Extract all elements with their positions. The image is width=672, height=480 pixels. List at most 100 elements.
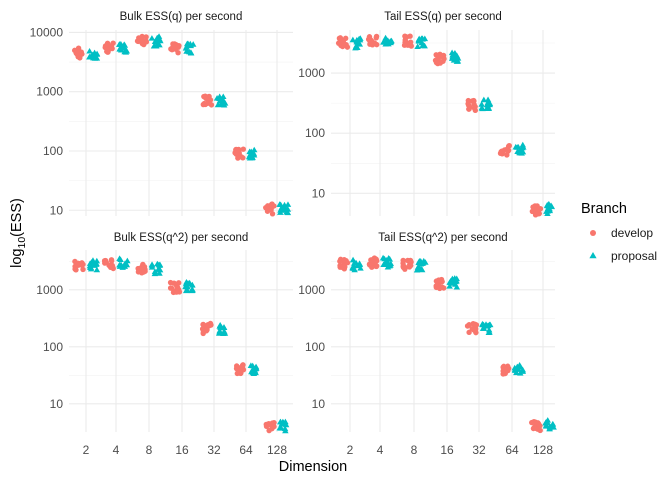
data-point-proposal: [419, 35, 426, 41]
data-point-proposal: [484, 96, 492, 103]
x-tick-label: 128: [267, 443, 287, 457]
data-point-develop: [200, 101, 206, 108]
data-point-proposal: [519, 368, 527, 374]
data-point-proposal: [282, 418, 289, 425]
data-point-proposal: [349, 256, 357, 263]
data-point-develop: [207, 97, 214, 103]
data-point-develop: [535, 421, 542, 427]
y-tick-label: 1000: [298, 283, 325, 297]
data-point-develop: [504, 367, 510, 373]
data-point-proposal: [249, 368, 256, 375]
data-point-develop: [335, 40, 342, 46]
data-point-proposal: [451, 53, 458, 60]
data-point-proposal: [148, 35, 156, 41]
data-point-proposal: [357, 264, 364, 271]
x-tick-label: 8: [411, 443, 418, 457]
data-point-proposal: [184, 287, 191, 293]
data-point-develop: [200, 328, 207, 335]
data-point-proposal: [148, 261, 156, 267]
data-point-develop: [499, 148, 505, 154]
data-point-develop: [102, 44, 108, 51]
data-point-proposal: [514, 144, 521, 150]
data-point-develop: [433, 278, 440, 284]
panel-title: Bulk ESS(q^2) per second: [114, 232, 249, 244]
data-point-develop: [175, 284, 181, 291]
legend-key-proposal: [589, 252, 597, 259]
data-point-proposal: [278, 425, 285, 431]
data-point-proposal: [544, 417, 551, 423]
panel-1: Tail ESS(q) per second 10 100 1000: [298, 11, 556, 218]
legend-label: proposal: [611, 249, 657, 263]
data-point-develop: [107, 45, 113, 52]
y-tick-label: 100: [305, 126, 325, 140]
data-point-proposal: [349, 264, 356, 271]
data-point-develop: [441, 56, 447, 62]
data-point-develop: [203, 94, 209, 101]
legend-items: develop proposal: [589, 226, 657, 263]
data-point-proposal: [418, 266, 426, 273]
data-point-proposal: [250, 146, 258, 153]
y-tick-label: 100: [43, 144, 63, 158]
data-point-develop: [465, 97, 472, 104]
data-point-proposal: [356, 260, 363, 267]
data-point-proposal: [156, 261, 164, 268]
y-axis-title-suffix: (ESS): [9, 198, 25, 237]
data-point-proposal: [446, 283, 453, 289]
data-point-proposal: [93, 261, 100, 267]
data-point-develop: [268, 207, 274, 213]
x-tick-label: 2: [347, 443, 354, 457]
y-tick-label: 1000: [36, 283, 63, 297]
data-point-proposal: [380, 39, 387, 45]
data-point-develop: [537, 427, 543, 434]
x-tick-label: 16: [440, 443, 454, 457]
data-point-develop: [467, 104, 473, 110]
data-point-proposal: [282, 421, 290, 428]
data-point-develop: [471, 327, 477, 333]
data-point-develop: [532, 212, 539, 218]
data-point-proposal: [483, 105, 491, 112]
x-tick-label: 128: [533, 443, 553, 457]
data-point-proposal: [283, 208, 290, 215]
data-point-develop: [142, 268, 148, 274]
data-point-proposal: [414, 43, 421, 49]
data-point-develop: [367, 262, 373, 268]
data-point-develop: [441, 285, 447, 291]
y-axis-title-prefix: log: [9, 249, 25, 268]
data-point-proposal: [549, 423, 557, 429]
data-point-develop: [108, 258, 115, 264]
data-point-develop: [373, 263, 380, 270]
data-point-proposal: [518, 150, 525, 156]
data-point-proposal: [381, 255, 388, 262]
data-point-develop: [138, 35, 145, 41]
data-point-proposal: [513, 369, 520, 376]
data-point-proposal: [215, 329, 223, 336]
data-point-develop: [109, 263, 116, 270]
x-axis-title: Dimension: [279, 459, 348, 475]
y-axis-title: log10(ESS): [9, 198, 28, 268]
data-point-proposal: [480, 96, 488, 103]
y-tick-label: 100: [43, 340, 63, 354]
data-point-develop: [169, 285, 175, 291]
data-point-proposal: [480, 325, 488, 331]
panel-2: Bulk ESS(q^2) per second 10 100 1000 2 4 8 16 32…: [36, 232, 293, 457]
data-point-develop: [504, 152, 510, 158]
data-point-develop: [501, 363, 507, 370]
data-point-develop: [407, 39, 414, 45]
x-tick-label: 64: [239, 443, 253, 457]
data-point-proposal: [121, 42, 129, 48]
data-point-proposal: [116, 255, 123, 262]
x-tick-label: 32: [207, 443, 221, 457]
data-point-develop: [75, 260, 81, 266]
data-point-proposal: [418, 260, 425, 267]
data-point-develop: [435, 54, 441, 61]
y-axis-title-subscript: 10: [16, 237, 28, 249]
data-point-proposal: [486, 100, 494, 106]
data-point-develop: [170, 289, 177, 296]
data-point-proposal: [186, 279, 193, 286]
data-point-proposal: [156, 270, 163, 276]
data-point-proposal: [387, 38, 395, 44]
data-point-develop: [234, 363, 240, 369]
data-point-proposal: [153, 34, 161, 41]
data-point-develop: [433, 283, 439, 289]
panel-title: Bulk ESS(q) per second: [120, 11, 243, 23]
